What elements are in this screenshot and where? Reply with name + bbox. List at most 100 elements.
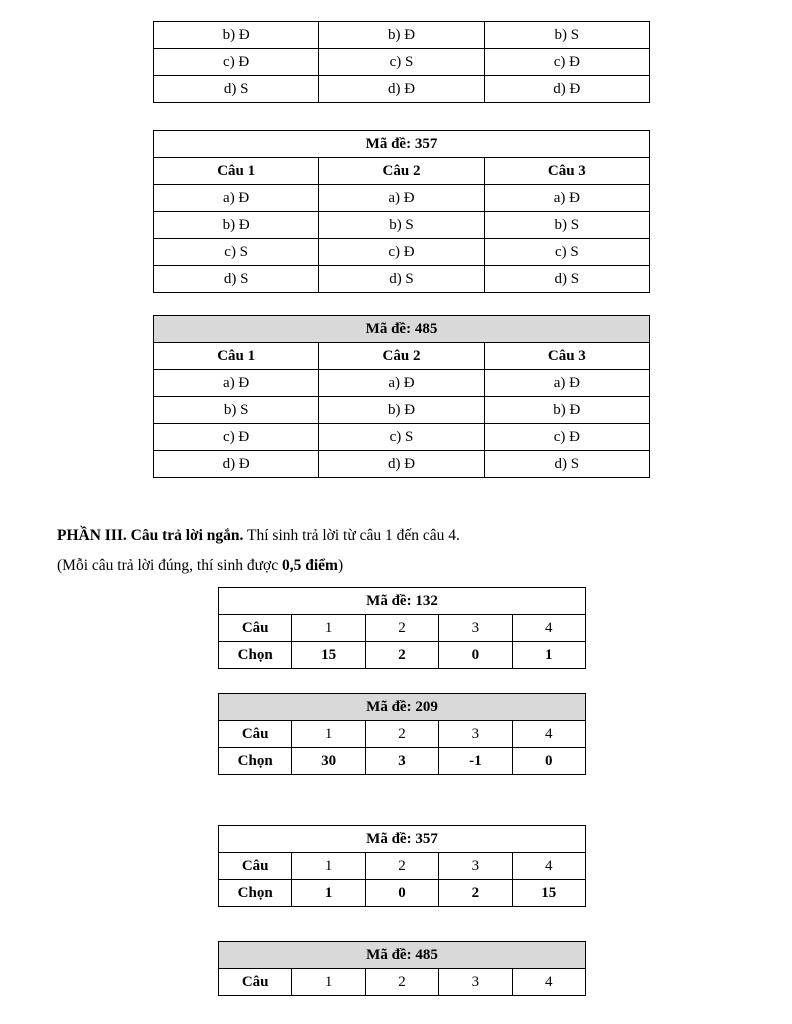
answer-cell: b) S <box>318 211 485 239</box>
column-header: Câu 2 <box>318 157 485 185</box>
scoring-note: (Mỗi câu trả lời đúng, thí sinh được 0,5… <box>57 556 343 575</box>
question-number-cell: 4 <box>511 614 587 642</box>
question-number-cell: 1 <box>291 968 366 996</box>
answer-cell: a) Đ <box>318 369 485 397</box>
answer-cell: c) Đ <box>483 48 651 76</box>
row-label: Câu <box>217 852 293 880</box>
answer-cell: 2 <box>364 641 440 669</box>
section-heading-rest: Thí sinh trả lời từ câu 1 đến câu 4. <box>243 527 460 544</box>
question-number-cell: 3 <box>438 852 513 880</box>
answer-cell: b) Đ <box>483 396 651 424</box>
answer-cell: -1 <box>438 747 513 775</box>
answer-cell: b) Đ <box>152 21 320 49</box>
table-row: Mã đề: 357 <box>218 825 586 853</box>
row-label: Câu <box>217 614 293 642</box>
table-row: Mã đề: 485 <box>153 315 650 343</box>
question-number-cell: 4 <box>511 852 587 880</box>
table-row: Câu 1 2 3 4 <box>217 614 587 642</box>
table-row: Mã đề: 132 <box>218 587 586 615</box>
answer-cell: c) Đ <box>152 423 320 451</box>
answer-cell: 2 <box>438 879 513 907</box>
table-title: Mã đề: 357 <box>153 130 650 158</box>
table-title: Mã đề: 357 <box>218 825 586 853</box>
table-row: Chọn 30 3 -1 0 <box>217 747 587 775</box>
answer-cell: c) S <box>318 423 485 451</box>
answer-cell: 0 <box>364 879 440 907</box>
question-number-cell: 4 <box>511 968 587 996</box>
answer-cell: c) Đ <box>318 238 485 266</box>
answer-cell: d) S <box>483 265 651 293</box>
question-number-cell: 1 <box>291 852 366 880</box>
answer-cell: a) Đ <box>152 184 320 212</box>
column-header: Câu 1 <box>152 342 320 370</box>
answer-cell: 15 <box>511 879 587 907</box>
answer-cell: b) S <box>483 21 651 49</box>
answer-table-short-357: Mã đề: 357 Câu 1 2 3 4 Chọn 1 0 2 15 <box>217 825 587 907</box>
answer-table-short-209: Mã đề: 209 Câu 1 2 3 4 Chọn 30 3 -1 0 <box>217 693 587 775</box>
section-heading: PHẦN III. Câu trả lời ngắn. Thí sinh trả… <box>57 526 460 545</box>
column-header: Câu 3 <box>483 157 651 185</box>
row-label: Chọn <box>217 641 293 669</box>
answer-cell: b) S <box>483 211 651 239</box>
answer-cell: a) Đ <box>152 369 320 397</box>
answer-cell: b) Đ <box>152 211 320 239</box>
answer-cell: a) Đ <box>483 184 651 212</box>
scoring-note-suffix: ) <box>337 557 344 574</box>
table-row: Câu 1 2 3 4 <box>217 720 587 748</box>
question-number-cell: 3 <box>438 720 513 748</box>
answer-cell: d) Đ <box>483 75 651 103</box>
answer-cell: c) S <box>152 238 320 266</box>
answer-cell: c) Đ <box>483 423 651 451</box>
row-label: Câu <box>217 968 293 996</box>
column-header: Câu 1 <box>152 157 320 185</box>
answer-cell: c) S <box>483 238 651 266</box>
column-header: Câu 2 <box>318 342 485 370</box>
section-heading-bold: PHẦN III. Câu trả lời ngắn. <box>57 527 244 544</box>
answer-cell: 30 <box>291 747 366 775</box>
answer-cell: d) S <box>152 265 320 293</box>
answer-cell: d) Đ <box>318 75 485 103</box>
question-number-cell: 1 <box>291 614 366 642</box>
table-row: Chọn 15 2 0 1 <box>217 641 587 669</box>
table-title: Mã đề: 485 <box>153 315 650 343</box>
answer-cell: a) Đ <box>318 184 485 212</box>
question-number-cell: 3 <box>438 614 513 642</box>
answer-cell: d) S <box>152 75 320 103</box>
row-label: Chọn <box>217 879 293 907</box>
table-title: Mã đề: 209 <box>218 693 586 721</box>
table-row: Mã đề: 485 <box>218 941 586 969</box>
answer-table-short-485: Mã đề: 485 Câu 1 2 3 4 <box>217 941 587 996</box>
answer-cell: c) S <box>318 48 485 76</box>
answer-cell: 0 <box>511 747 587 775</box>
question-number-cell: 2 <box>364 720 440 748</box>
row-label: Câu <box>217 720 293 748</box>
answer-cell: 0 <box>438 641 513 669</box>
table-row: Câu 1 2 3 4 <box>217 852 587 880</box>
table-row: Mã đề: 357 <box>153 130 650 158</box>
table-row: Câu 1 2 3 4 <box>217 968 587 996</box>
answer-table-short-132: Mã đề: 132 Câu 1 2 3 4 Chọn 15 2 0 1 <box>217 587 587 669</box>
answer-cell: b) S <box>152 396 320 424</box>
answer-cell: 1 <box>511 641 587 669</box>
answer-cell: a) Đ <box>483 369 651 397</box>
answer-cell: d) S <box>483 450 651 478</box>
answer-cell: d) Đ <box>152 450 320 478</box>
table-row: Mã đề: 209 <box>218 693 586 721</box>
row-label: Chọn <box>217 747 293 775</box>
question-number-cell: 2 <box>364 852 440 880</box>
answer-cell: d) Đ <box>318 450 485 478</box>
table-title: Mã đề: 132 <box>218 587 586 615</box>
answer-cell: 3 <box>364 747 440 775</box>
